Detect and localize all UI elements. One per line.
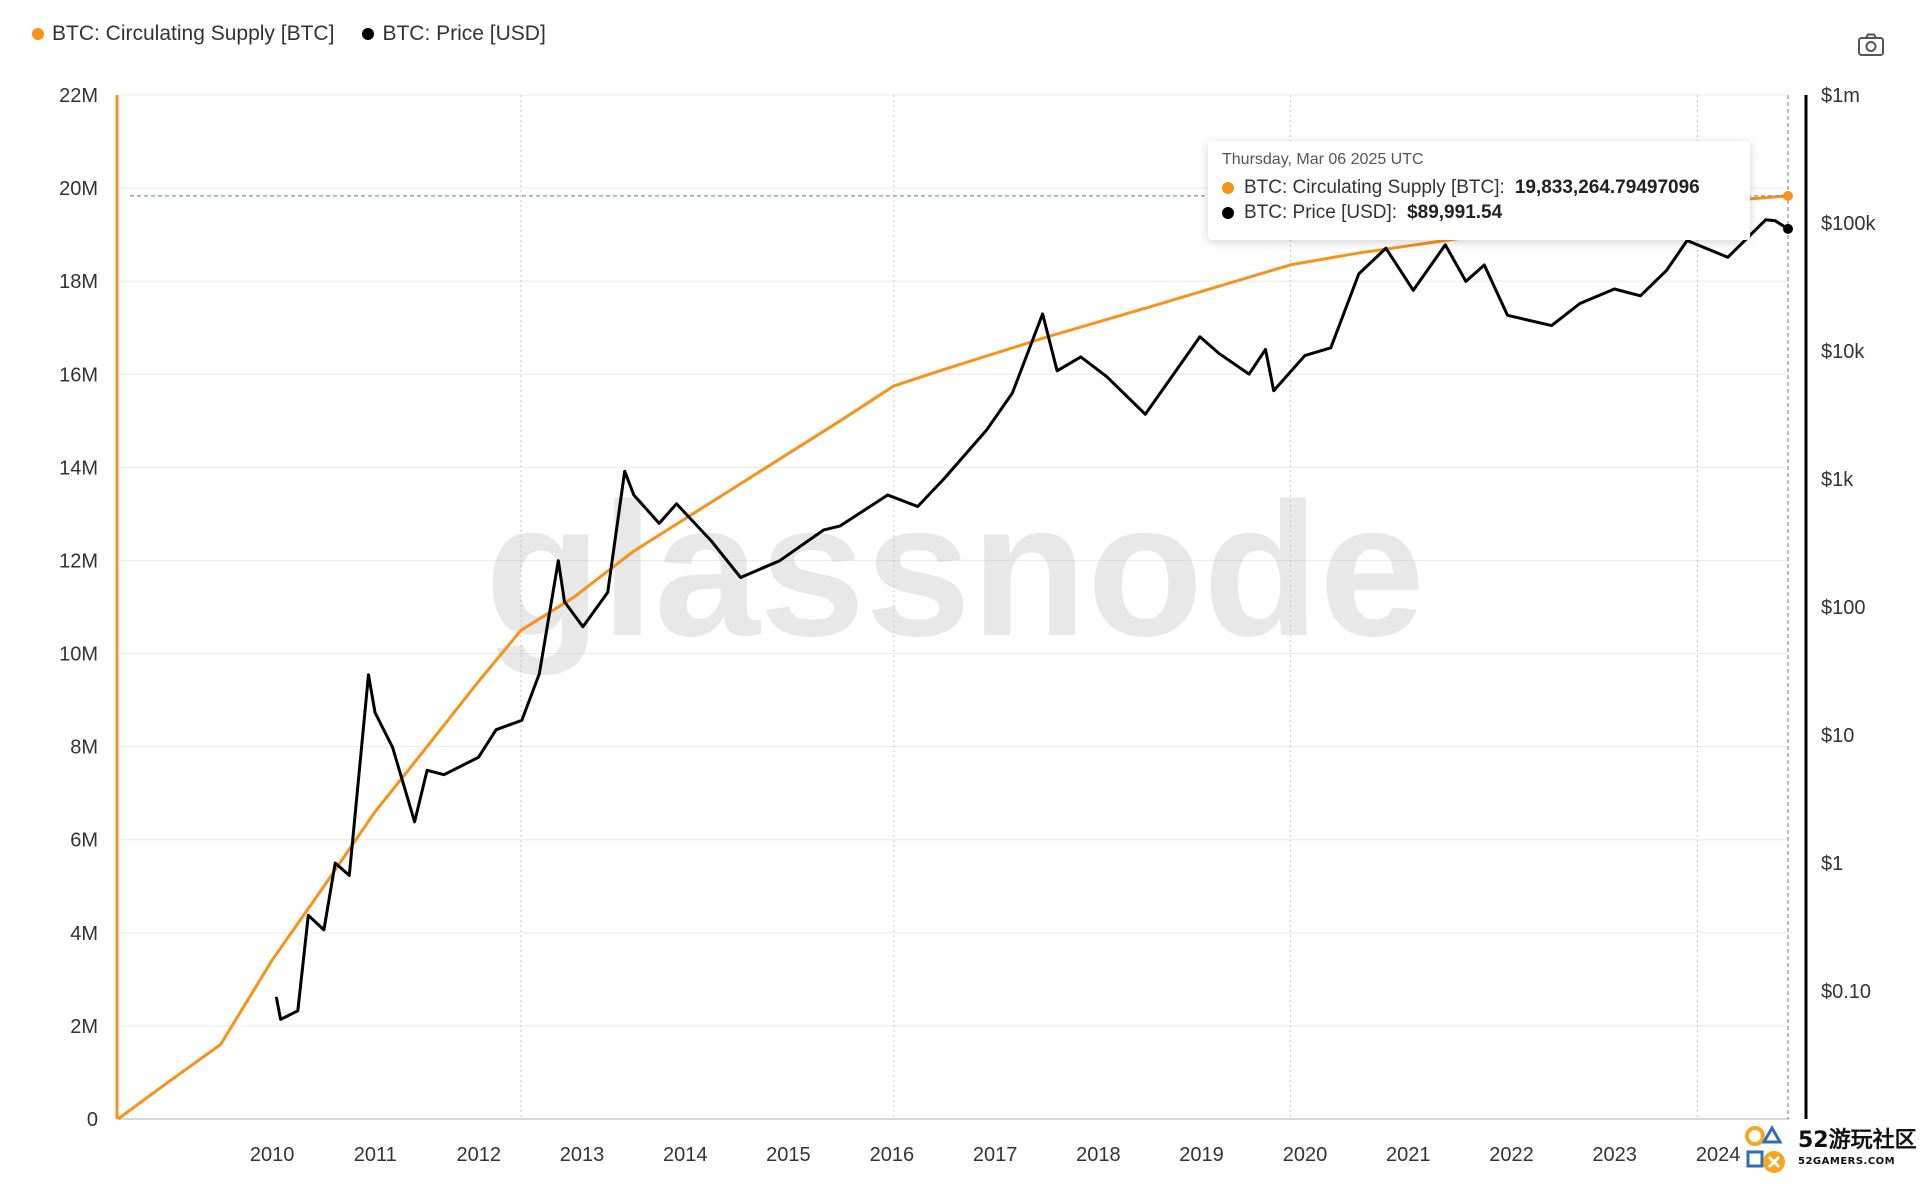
legend-price-label: BTC: Price [USD] <box>382 22 546 45</box>
y-right-tick-label: $100k <box>1821 213 1876 235</box>
x-tick-label: 2020 <box>1283 1144 1328 1166</box>
tooltip: Thursday, Mar 06 2025 UTC BTC: Circulati… <box>1208 141 1750 240</box>
gamepad-symbols-icon <box>1745 1124 1785 1173</box>
legend-supply-label: BTC: Circulating Supply [BTC] <box>52 22 335 45</box>
x-tick-label: 2010 <box>250 1144 295 1166</box>
y-left-tick-label: 2M <box>70 1016 98 1038</box>
x-tick-label: 2012 <box>457 1144 502 1166</box>
tooltip-date: Thursday, Mar 06 2025 UTC <box>1222 151 1424 168</box>
y-left-tick-label: 14M <box>59 457 98 479</box>
y-right-tick-label: $100 <box>1821 597 1866 619</box>
y-right-tick-label: $0.10 <box>1821 981 1871 1003</box>
watermark: glassnode <box>485 464 1425 676</box>
y-left-tick-label: 12M <box>59 550 98 572</box>
x-tick-label: 2018 <box>1076 1144 1121 1166</box>
x-tick-label: 2024 <box>1696 1144 1741 1166</box>
legend-item-supply[interactable]: BTC: Circulating Supply [BTC] <box>32 22 334 46</box>
axes: 0 2M 4M 6M 8M 10M 12M 14M 16M 18M 20M 22M $0.10 $1 $10… <box>59 85 1876 1166</box>
tooltip-price-label: BTC: Price [USD]: <box>1244 202 1398 223</box>
y-left-tick-label: 8M <box>70 737 98 759</box>
legend-item-price[interactable]: BTC: Price [USD] <box>362 22 546 46</box>
tooltip-row-supply: BTC: Circulating Supply [BTC]: 19,833,26… <box>1222 175 1736 200</box>
x-tick-label: 2011 <box>354 1144 397 1166</box>
supply-dot-icon <box>1222 181 1234 194</box>
y-left-tick-label: 22M <box>59 85 98 107</box>
y-left-tick-label: 10M <box>59 644 98 666</box>
supply-dot-icon <box>32 28 44 40</box>
supply-marker <box>1783 190 1793 201</box>
x-tick-label: 2019 <box>1179 1144 1224 1166</box>
series-lines <box>117 194 1789 1121</box>
watermark-text: glassnode <box>485 464 1425 676</box>
y-right-tick-label: $1 <box>1821 853 1843 875</box>
site-logo: 52游玩社区 52GAMERS.COM <box>1742 1118 1920 1180</box>
logo-subtext: 52GAMERS.COM <box>1798 1156 1896 1167</box>
y-right-tick-label: $10k <box>1821 341 1865 363</box>
price-marker <box>1783 223 1793 234</box>
y-left-tick-label: 18M <box>59 271 98 293</box>
y-right-tick-label: $1m <box>1821 85 1860 107</box>
legend: BTC: Circulating Supply [BTC] BTC: Price… <box>32 22 546 46</box>
tooltip-supply-value: 19,833,264.79497096 <box>1514 177 1700 198</box>
y-left-tick-label: 4M <box>70 923 98 945</box>
x-tick-label: 2014 <box>663 1144 708 1166</box>
y-right-tick-label: $10 <box>1821 725 1854 747</box>
camera-icon[interactable] <box>1854 28 1888 62</box>
price-dot-icon <box>1222 206 1234 219</box>
series-line-price <box>274 218 1789 1021</box>
x-tick-label: 2013 <box>560 1144 605 1166</box>
x-tick-label: 2023 <box>1592 1144 1637 1166</box>
x-tick-label: 2015 <box>766 1144 811 1166</box>
tooltip-price-value: $89,991.54 <box>1407 202 1503 223</box>
y-left-tick-label: 6M <box>70 830 98 852</box>
x-tick-label: 2017 <box>973 1144 1018 1166</box>
price-dot-icon <box>362 28 375 40</box>
y-left-tick-label: 20M <box>59 178 98 200</box>
y-left-tick-label: 0 <box>87 1109 98 1131</box>
tooltip-row-price: BTC: Price [USD]: $89,991.54 <box>1222 200 1736 225</box>
x-tick-label: 2021 <box>1386 1144 1431 1166</box>
y-left-tick-label: 16M <box>59 364 98 386</box>
logo-text: 52游玩社区 <box>1798 1128 1917 1153</box>
y-right-tick-label: $1k <box>1821 469 1854 491</box>
tooltip-supply-label: BTC: Circulating Supply [BTC]: <box>1244 177 1505 198</box>
x-tick-label: 2022 <box>1489 1144 1534 1166</box>
series-line-supply <box>117 194 1789 1121</box>
x-tick-label: 2016 <box>870 1144 915 1166</box>
